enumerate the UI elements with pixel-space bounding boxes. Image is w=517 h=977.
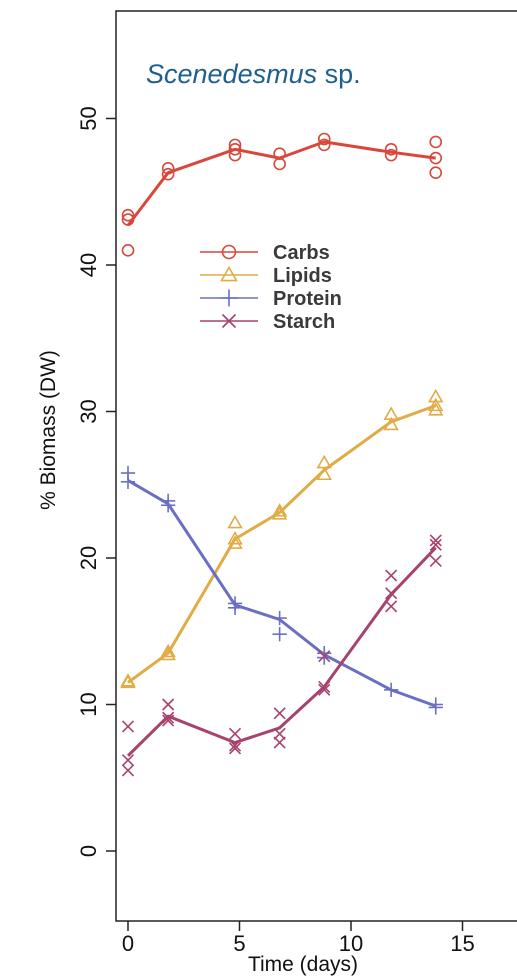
legend-marker-carbs — [221, 244, 237, 260]
legend-item-lipids: Lipids — [200, 265, 332, 287]
data-point-carbs — [228, 142, 242, 156]
legend-label-protein: Protein — [273, 288, 342, 310]
series-line-starch — [126, 546, 437, 757]
data-point-lipids — [227, 514, 243, 529]
y-tick-label: 30 — [76, 399, 101, 423]
data-point-protein — [160, 498, 176, 513]
legend-marker-lipids — [220, 265, 238, 282]
data-point-lipids — [227, 535, 243, 549]
y-tick-label: 0 — [76, 845, 101, 857]
data-point-carbs — [429, 151, 443, 165]
data-point-lipids — [428, 402, 444, 416]
data-point-carbs — [273, 157, 286, 171]
plot-frame — [115, 10, 517, 922]
x-axis-label: Time (days) — [248, 953, 358, 976]
x-tick-label: 5 — [233, 931, 245, 956]
legend-item-starch: Starch — [200, 311, 335, 333]
data-point-lipids — [227, 531, 243, 545]
legend-marker-protein — [220, 289, 238, 307]
data-point-carbs — [121, 244, 135, 257]
legend-label-carbs: Carbs — [273, 242, 330, 264]
legend-label-lipids: Lipids — [273, 265, 332, 287]
y-tick-label: 20 — [76, 546, 101, 570]
data-point-starch — [385, 600, 398, 613]
data-point-starch — [273, 707, 286, 720]
data-point-lipids — [271, 503, 288, 517]
data-point-starch — [429, 534, 442, 547]
legend-marker-starch — [221, 313, 237, 329]
data-point-carbs — [317, 132, 331, 146]
data-point-lipids — [316, 466, 332, 481]
data-point-starch — [121, 720, 135, 733]
series-carbs — [121, 132, 443, 257]
legend-item-carbs: Carbs — [200, 242, 330, 264]
chart-title-species: Scenedesmus — [146, 59, 317, 89]
y-axis-label: % Biomass (DW) — [37, 350, 60, 510]
data-point-starch — [121, 754, 135, 767]
data-point-protein — [272, 610, 287, 626]
data-point-lipids — [160, 643, 176, 658]
chart-title-suffix: sp. — [317, 59, 361, 89]
data-point-protein — [227, 600, 243, 615]
data-point-starch — [121, 764, 135, 777]
data-point-starch — [228, 742, 242, 755]
data-point-starch — [385, 569, 398, 582]
x-tick-label: 0 — [122, 931, 134, 956]
data-point-starch — [318, 680, 331, 693]
data-point-protein — [383, 682, 399, 697]
series-lipids — [120, 388, 444, 689]
data-point-lipids — [383, 416, 399, 431]
data-point-starch — [162, 714, 175, 727]
data-point-starch — [318, 683, 331, 696]
data-point-starch — [228, 727, 242, 740]
data-point-starch — [385, 587, 398, 600]
series-line-protein — [127, 479, 437, 708]
series-layer — [120, 132, 444, 777]
chart-title: Scenedesmus sp. — [146, 59, 361, 89]
data-point-carbs — [384, 148, 398, 162]
data-point-protein — [120, 474, 136, 489]
data-point-carbs — [429, 135, 443, 149]
data-point-carbs — [384, 142, 398, 156]
series-starch — [121, 534, 442, 777]
data-point-lipids — [160, 646, 176, 661]
data-point-starch — [228, 739, 242, 752]
legend-label-starch: Starch — [273, 311, 335, 333]
data-point-carbs — [161, 162, 175, 175]
data-point-starch — [162, 698, 175, 711]
y-tick-label: 40 — [76, 253, 101, 277]
data-point-starch — [429, 554, 442, 567]
data-point-protein — [428, 700, 443, 715]
legend-item-protein: Protein — [200, 288, 342, 310]
data-point-carbs — [228, 148, 242, 162]
data-point-lipids — [428, 388, 444, 403]
data-point-starch — [162, 711, 175, 724]
axes: 0 5 10 15 0 10 20 30 40 50 — [76, 106, 475, 956]
data-point-carbs — [317, 138, 331, 152]
y-tick-label: 50 — [76, 106, 101, 130]
x-tick-label: 15 — [450, 931, 474, 956]
data-point-protein — [317, 650, 332, 665]
x-tick-label: 10 — [339, 931, 363, 956]
data-point-lipids — [120, 674, 136, 689]
data-point-lipids — [428, 397, 444, 412]
series-protein — [120, 465, 443, 715]
data-point-carbs — [121, 208, 135, 222]
data-point-starch — [273, 736, 286, 749]
data-point-starch — [429, 538, 442, 551]
data-point-starch — [273, 727, 286, 740]
data-point-protein — [272, 627, 287, 642]
data-point-lipids — [271, 506, 288, 520]
series-line-lipids — [127, 404, 437, 684]
data-point-carbs — [161, 167, 175, 181]
data-point-carbs — [429, 166, 443, 180]
y-tick-label: 10 — [76, 692, 101, 716]
data-point-starch — [318, 650, 331, 663]
data-point-carbs — [121, 213, 135, 226]
